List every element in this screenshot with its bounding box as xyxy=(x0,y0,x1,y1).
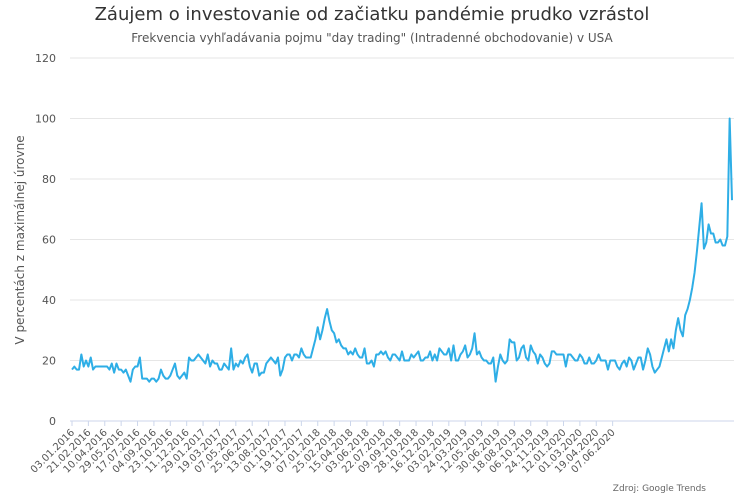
y-axis-label: V percentách z maximálnej úrovne xyxy=(13,135,27,344)
y-tick-label: 0 xyxy=(49,415,56,428)
y-tick-label: 20 xyxy=(42,355,56,368)
chart-subtitle: Frekvencia vyhľadávania pojmu "day tradi… xyxy=(131,31,613,45)
y-tick-label: 40 xyxy=(42,294,56,307)
series-line xyxy=(71,117,733,383)
y-tick-label: 80 xyxy=(42,173,56,186)
y-tick-label: 60 xyxy=(42,234,56,247)
y-axis-ticks: 0 20 40 60 80 100 120 xyxy=(35,52,56,428)
source-credit: Zdroj: Google Trends xyxy=(612,484,706,494)
x-axis-ticks: 03.01.201621.02.201610.04.201629.05.2016… xyxy=(29,421,618,476)
y-tick-label: 120 xyxy=(35,52,56,65)
chart-title: Záujem o investovanie od začiatku pandém… xyxy=(94,4,650,25)
series-group xyxy=(71,117,733,383)
y-tick-label: 100 xyxy=(35,113,56,126)
